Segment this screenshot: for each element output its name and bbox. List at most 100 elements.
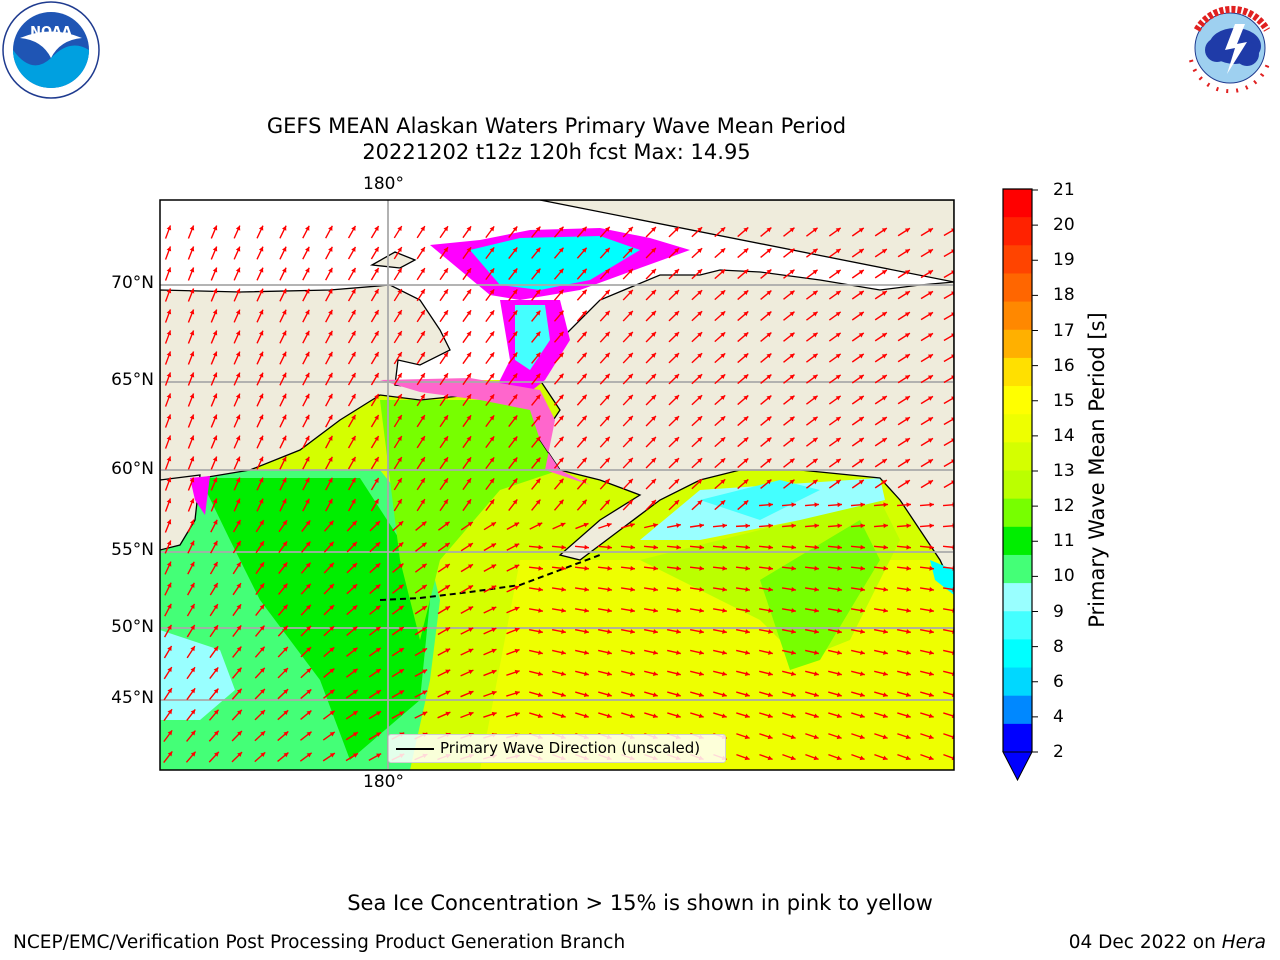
wave-arrow-head xyxy=(351,309,356,315)
wave-arrow-head xyxy=(305,583,311,589)
wave-arrow-head xyxy=(375,542,381,547)
wave-arrow-head xyxy=(676,523,681,528)
wave-arrow-head xyxy=(212,330,218,336)
wave-arrow-head xyxy=(768,629,773,634)
wave-arrow-head xyxy=(860,544,865,550)
wave-arrow-head xyxy=(305,393,310,399)
colorbar-tick-label: 20 xyxy=(1053,215,1075,236)
wave-arrow-head xyxy=(352,753,358,758)
noaa-logo-text: NOAA xyxy=(30,25,72,40)
wave-arrow-head xyxy=(398,521,404,527)
wave-arrow-head xyxy=(190,709,196,715)
wave-arrow-head xyxy=(329,626,335,631)
wave-arrow-head xyxy=(604,373,610,379)
wave-arrow-head xyxy=(235,456,241,462)
wave-arrow-head xyxy=(558,289,564,295)
wave-arrow-head xyxy=(420,478,425,484)
wave-arrow-head xyxy=(651,269,656,274)
colorbar-tick-label: 6 xyxy=(1053,671,1064,692)
wave-arrow-head xyxy=(235,309,241,315)
wave-arrow-head xyxy=(653,650,658,655)
wave-arrow-head xyxy=(743,227,749,233)
wave-arrow-head xyxy=(537,713,543,719)
wave-arrow-head xyxy=(722,608,727,613)
wave-arrow-head xyxy=(282,309,287,315)
wave-arrow-head xyxy=(190,646,195,652)
colorbar-swatch xyxy=(1003,723,1032,753)
wave-arrow-head xyxy=(212,225,218,231)
wave-arrow-head xyxy=(651,437,656,442)
wave-arrow-head xyxy=(881,417,887,422)
colorbar-swatch xyxy=(1003,245,1032,274)
wave-arrow-head xyxy=(213,646,219,652)
wave-arrow-head xyxy=(282,372,287,378)
nws-logo xyxy=(1177,0,1280,100)
wave-arrow-head xyxy=(189,246,195,252)
wave-arrow-head xyxy=(584,629,589,634)
wave-arrow-head xyxy=(651,458,656,463)
wave-arrow-head xyxy=(328,414,333,420)
wave-arrow-head xyxy=(768,608,773,613)
wave-arrow-head xyxy=(329,562,334,568)
wave-arrow-head xyxy=(743,458,749,464)
wave-arrow-head xyxy=(236,583,241,589)
wave-arrow-head xyxy=(927,249,933,254)
wave-arrow-head xyxy=(583,671,589,676)
wave-arrow-head xyxy=(581,268,587,274)
wave-arrow-head xyxy=(328,330,333,336)
wave-arrow-head xyxy=(630,544,635,550)
wave-arrow-head xyxy=(397,373,402,379)
wave-arrow-head xyxy=(743,353,749,359)
wave-arrow-head xyxy=(443,457,448,463)
wave-arrow-head xyxy=(698,671,704,676)
wave-arrow-head xyxy=(283,668,288,673)
wave-arrow-head xyxy=(767,692,773,698)
wave-arrow-head xyxy=(881,249,887,254)
wave-arrow-head xyxy=(558,310,564,316)
wave-arrow-head xyxy=(604,415,610,421)
wave-arrow-head xyxy=(213,730,219,736)
wave-arrow-head xyxy=(167,603,172,609)
wave-arrow-head xyxy=(212,477,218,483)
wave-arrow-head xyxy=(698,692,704,698)
wave-arrow-head xyxy=(697,395,703,400)
wave-arrow-head xyxy=(628,373,633,379)
land-alaska xyxy=(539,200,954,591)
wave-arrow-head xyxy=(538,608,543,613)
wave-arrow-head xyxy=(329,647,335,653)
colorbar-swatch xyxy=(1003,217,1032,246)
wave-arrow-head xyxy=(814,565,819,571)
wave-arrow-head xyxy=(584,587,589,592)
wave-arrow-head xyxy=(282,604,288,610)
wave-arrow-head xyxy=(282,435,287,441)
wave-arrow-head xyxy=(630,587,635,592)
wave-arrow-head xyxy=(905,713,911,719)
wave-arrow-head xyxy=(468,585,474,590)
wave-arrow-head xyxy=(258,393,264,399)
wave-arrow-head xyxy=(466,310,472,316)
wave-arrow-head xyxy=(858,438,864,443)
wave-arrow-head xyxy=(282,288,287,294)
wave-arrow-head xyxy=(744,755,750,761)
wave-arrow-head xyxy=(375,669,381,674)
wave-arrow-head xyxy=(860,587,865,592)
wave-arrow-head xyxy=(212,309,218,315)
wave-arrow-head xyxy=(352,584,358,589)
wave-arrow-head xyxy=(791,608,796,613)
wave-arrow-head xyxy=(466,226,472,232)
wave-arrow-head xyxy=(376,753,382,758)
wave-arrow-head xyxy=(305,498,310,504)
wave-arrow-head xyxy=(166,456,172,462)
wave-arrow-head xyxy=(212,288,218,294)
wave-arrow-head xyxy=(535,247,541,253)
wave-arrow-head xyxy=(352,626,358,632)
wave-arrow-head xyxy=(883,587,888,592)
wave-arrow-head xyxy=(398,669,404,674)
wave-arrow-head xyxy=(489,415,495,421)
wave-arrow-head xyxy=(791,523,796,529)
wave-arrow-head xyxy=(674,500,680,505)
wave-arrow-head xyxy=(929,650,934,655)
lon-label-top: 180° xyxy=(363,174,404,194)
wave-arrow-head xyxy=(189,477,195,483)
wave-arrow-head xyxy=(674,374,680,379)
